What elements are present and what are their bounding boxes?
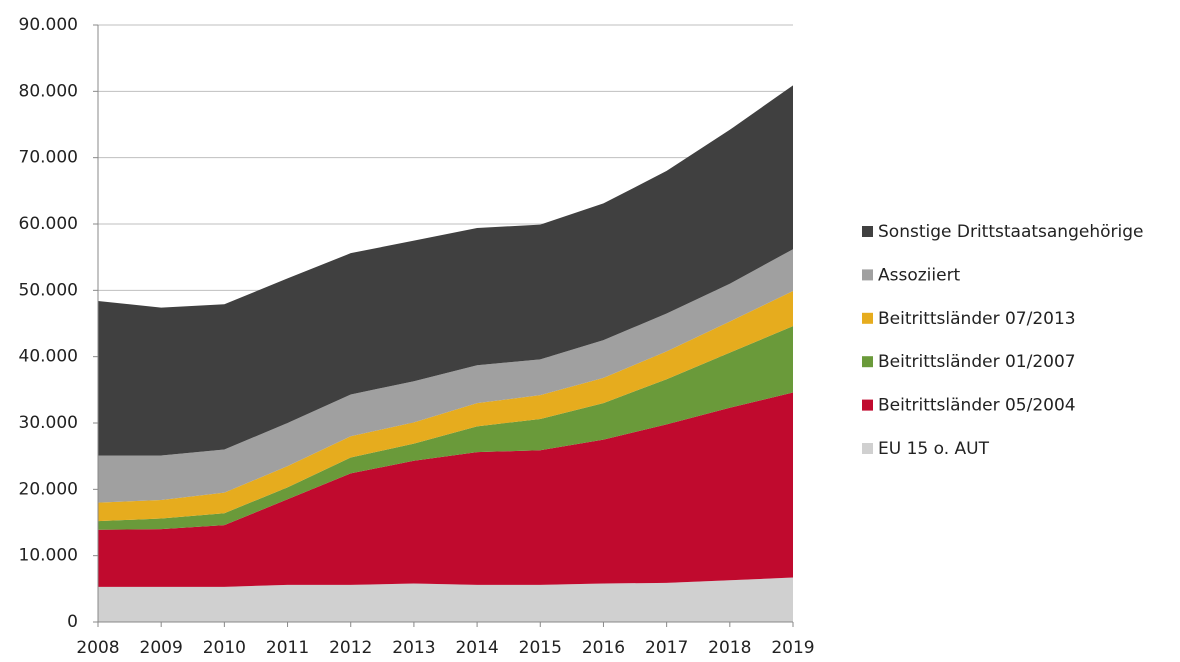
area [98,392,793,587]
x-tick-label: 2012 [329,638,372,658]
y-tick-label: 90.000 [19,15,78,35]
legend-swatch [862,443,873,454]
y-tick-label: 30.000 [19,413,78,433]
x-tick-label: 2014 [455,638,498,658]
legend-label: EU 15 o. AUT [878,439,990,459]
legend-swatch [862,226,873,237]
legend-swatch [862,269,873,281]
x-tick-label: 2008 [76,638,119,658]
legend-swatch [862,399,873,411]
y-tick-label: 10.000 [19,546,78,566]
legend-label: Beitrittsländer 07/2013 [878,309,1076,329]
y-tick-label: 20.000 [19,479,78,499]
x-tick-label: 2017 [645,638,688,658]
area [98,249,793,503]
y-tick-label: 60.000 [19,214,78,234]
legend-swatch [862,356,873,368]
y-tick-label: 40.000 [19,347,78,367]
legend-label: Beitrittsländer 01/2007 [878,352,1076,372]
y-tick-label: 50.000 [19,280,78,300]
legend-label: Beitrittsländer 05/2004 [878,396,1076,416]
legend-label: Sonstige Drittstaatsangehörige [878,222,1143,242]
x-tick-label: 2013 [392,638,435,658]
y-tick-label: 0 [67,612,78,632]
x-tick-label: 2009 [140,638,183,658]
x-tick-label: 2016 [582,638,625,658]
x-tick-label: 2018 [708,638,751,658]
x-tick-label: 2010 [203,638,246,658]
x-tick-label: 2019 [771,638,814,658]
legend-swatch [862,312,873,324]
y-tick-label: 80.000 [19,81,78,101]
x-tick-label: 2011 [266,638,309,658]
area [98,85,793,456]
x-tick-label: 2015 [519,638,562,658]
area [98,577,793,622]
legend-label: Assoziiert [878,265,961,285]
y-tick-label: 70.000 [19,148,78,168]
